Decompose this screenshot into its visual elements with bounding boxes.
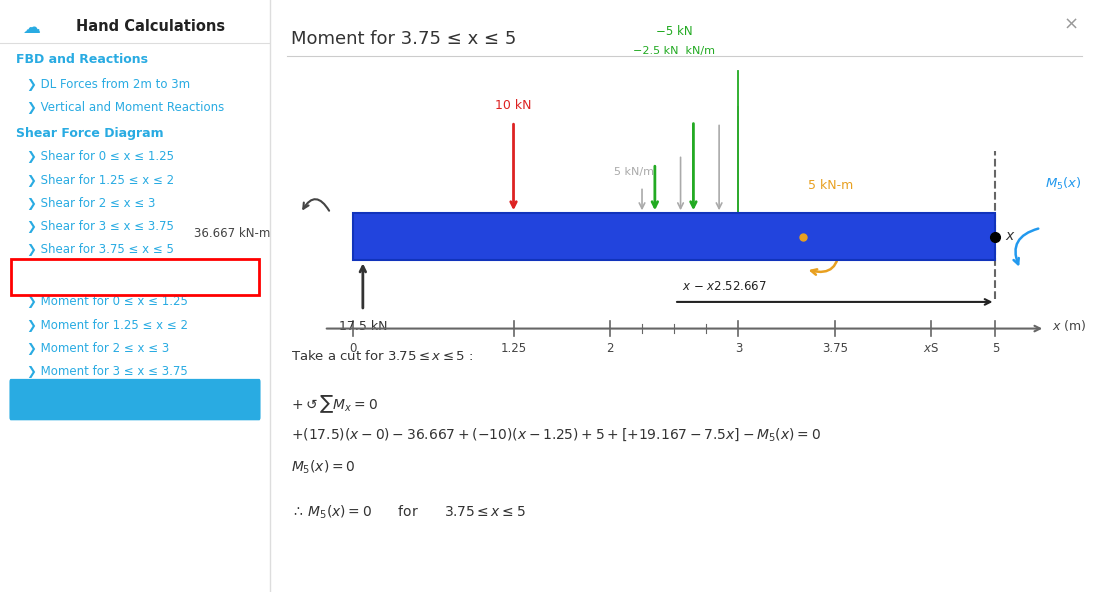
Text: −2.5 kN  kN/m: −2.5 kN kN/m (633, 46, 715, 56)
Text: $+\circlearrowleft\sum M_x=0$: $+\circlearrowleft\sum M_x=0$ (291, 394, 378, 416)
Text: Moment for 3.75 ≤ x ≤ 5: Moment for 3.75 ≤ x ≤ 5 (291, 30, 517, 47)
Text: Take a cut for $3.75 \leq x \leq 5$ :: Take a cut for $3.75 \leq x \leq 5$ : (291, 349, 474, 363)
Text: 0: 0 (349, 342, 356, 355)
Text: FBD and Reactions: FBD and Reactions (16, 53, 148, 66)
Text: ❯ Moment for 1.25 ≤ x ≤ 2: ❯ Moment for 1.25 ≤ x ≤ 2 (27, 319, 188, 332)
Text: 5: 5 (991, 342, 999, 355)
Text: x: x (1006, 229, 1013, 243)
Text: $x$S: $x$S (923, 342, 940, 355)
Text: ❯ Shear for 2 ≤ x ≤ 3: ❯ Shear for 2 ≤ x ≤ 3 (27, 197, 155, 210)
Text: ❯ Shear for 3 ≤ x ≤ 3.75: ❯ Shear for 3 ≤ x ≤ 3.75 (27, 220, 174, 233)
Text: ❯ Moment for 3.75 ≤ x ≤ 5: ❯ Moment for 3.75 ≤ x ≤ 5 (27, 393, 203, 406)
Text: ❯ Shear for 0 ≤ x ≤ 1.25: ❯ Shear for 0 ≤ x ≤ 1.25 (27, 150, 174, 163)
Text: $x$ $-$ $x$2.52.667: $x$ $-$ $x$2.52.667 (682, 280, 767, 293)
Text: ❯ DL Forces from 2m to 3m: ❯ DL Forces from 2m to 3m (27, 78, 190, 91)
FancyBboxPatch shape (11, 259, 259, 295)
Text: 1.25: 1.25 (500, 342, 526, 355)
Bar (353, 213, 996, 260)
Text: 5 kN/m: 5 kN/m (614, 167, 654, 176)
Text: ❯ Moment for 3 ≤ x ≤ 3.75: ❯ Moment for 3 ≤ x ≤ 3.75 (27, 365, 188, 378)
Text: ❯ Moment for 2 ≤ x ≤ 3: ❯ Moment for 2 ≤ x ≤ 3 (27, 342, 169, 355)
Text: 5 kN-m: 5 kN-m (808, 179, 853, 192)
Text: 2: 2 (607, 342, 613, 355)
Text: ❯ Vertical and Moment Reactions: ❯ Vertical and Moment Reactions (27, 101, 224, 114)
Text: $M_5(x)=0$: $M_5(x)=0$ (291, 459, 355, 476)
Text: $x$ (m): $x$ (m) (1052, 318, 1086, 333)
FancyBboxPatch shape (10, 379, 260, 420)
Text: 3: 3 (735, 342, 742, 355)
Text: Shear Force Diagram: Shear Force Diagram (16, 127, 164, 140)
Text: −5 kN: −5 kN (656, 25, 692, 38)
Text: $+(17.5)(x-0)-36.667+(-10)(x-1.25)+5+[+19.167-7.5x]-M_5(x)=0$: $+(17.5)(x-0)-36.667+(-10)(x-1.25)+5+[+1… (291, 426, 821, 443)
Text: Bending Moment Diagram: Bending Moment Diagram (24, 271, 208, 284)
Text: 36.667 kN-m: 36.667 kN-m (193, 227, 270, 240)
Text: ❯ Moment for 0 ≤ x ≤ 1.25: ❯ Moment for 0 ≤ x ≤ 1.25 (27, 295, 188, 308)
Text: 10 kN: 10 kN (496, 99, 532, 112)
Text: $\therefore\, M_5(x)=0\qquad\mathrm{for}\qquad 3.75 \leq x \leq 5$: $\therefore\, M_5(x)=0\qquad\mathrm{for}… (291, 503, 525, 520)
Text: Hand Calculations: Hand Calculations (76, 19, 224, 34)
Text: 17.5 kN: 17.5 kN (338, 320, 387, 333)
Text: ❯ Shear for 1.25 ≤ x ≤ 2: ❯ Shear for 1.25 ≤ x ≤ 2 (27, 174, 174, 187)
Text: ×: × (1063, 16, 1078, 34)
Text: 3.75: 3.75 (822, 342, 847, 355)
Text: $M_5(x)$: $M_5(x)$ (1045, 176, 1081, 192)
Text: ☁: ☁ (22, 19, 40, 37)
Text: ❯ Shear for 3.75 ≤ x ≤ 5: ❯ Shear for 3.75 ≤ x ≤ 5 (27, 243, 174, 256)
